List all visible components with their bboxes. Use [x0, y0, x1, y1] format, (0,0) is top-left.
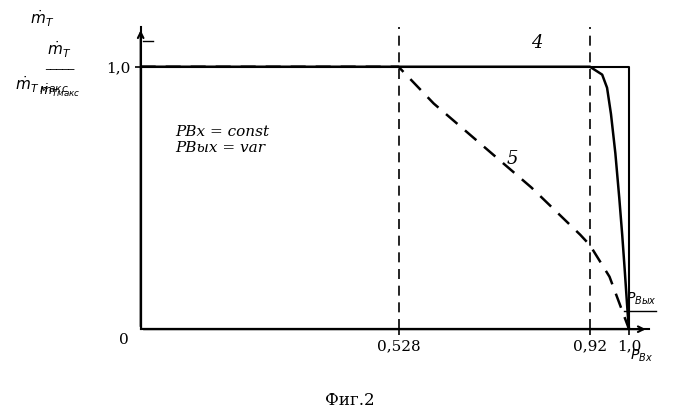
Text: Фиг.2: Фиг.2	[325, 392, 374, 409]
Text: 5: 5	[507, 150, 519, 168]
Text: 0: 0	[119, 333, 129, 347]
Text: $P_{Вых}$: $P_{Вых}$	[626, 290, 656, 307]
Text: $\dot{m}_T$: $\dot{m}_T$	[48, 39, 71, 60]
Text: PВх = const
PВых = var: PВх = const PВых = var	[175, 125, 269, 155]
Text: 4: 4	[531, 34, 543, 52]
Text: $\dot{m}_{T\ макс}$: $\dot{m}_{T\ макс}$	[15, 74, 69, 95]
Text: $P_{Вх}$: $P_{Вх}$	[630, 348, 653, 364]
Text: $\dot{m}_{T макс}$: $\dot{m}_{T макс}$	[38, 83, 80, 99]
Text: $\dot{m}_T$: $\dot{m}_T$	[30, 8, 54, 29]
Text: ─────: ─────	[45, 65, 74, 75]
